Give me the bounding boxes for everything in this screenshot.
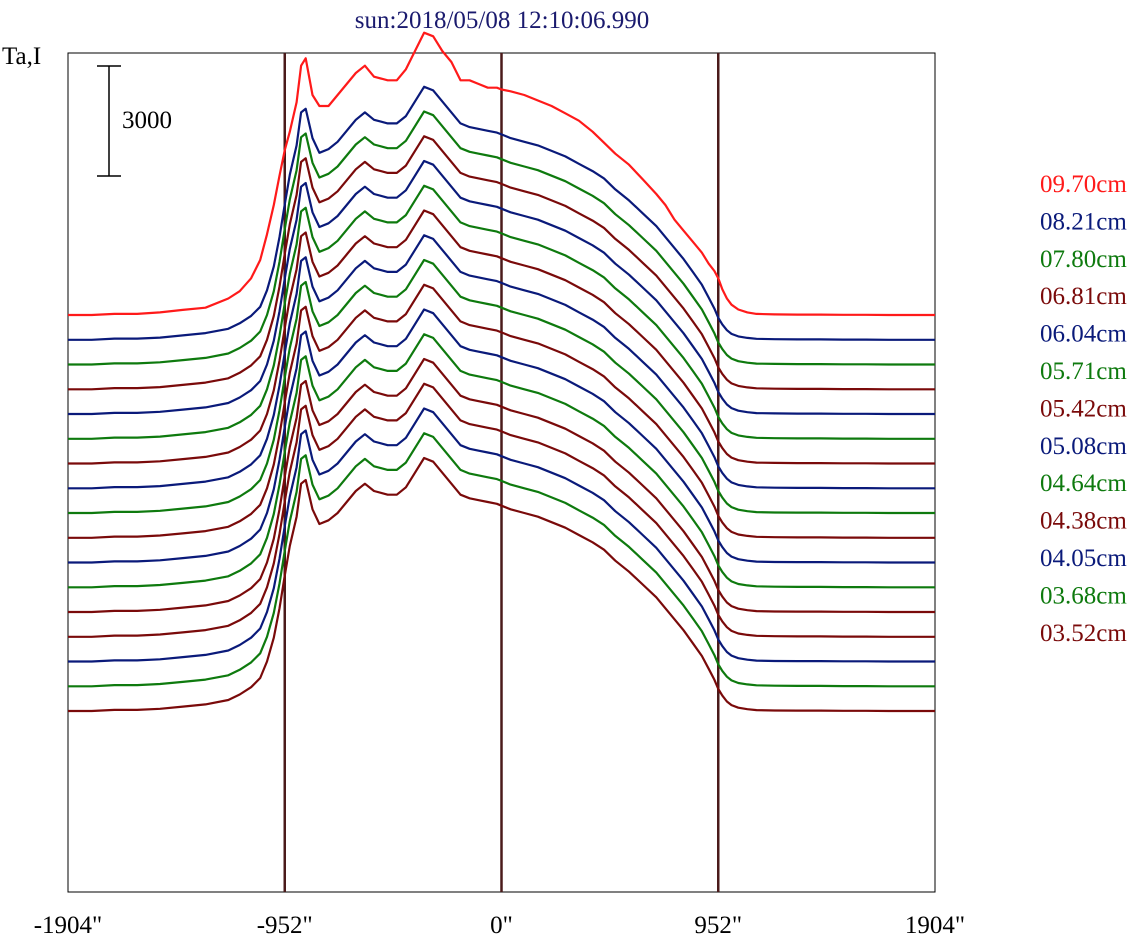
legend-entry: 06.81cm [1040, 283, 1127, 310]
series-line-7 [68, 234, 935, 490]
legend-entry: 03.52cm [1040, 620, 1127, 647]
series-line-16 [68, 456, 935, 713]
series-line-15 [68, 432, 935, 688]
chart-title: sun:2018/05/08 12:10:06.990 [355, 7, 649, 34]
legend-entry: 07.80cm [1040, 246, 1127, 273]
scale-bar: 3000 [97, 65, 172, 177]
legend-entry: 05.08cm [1040, 433, 1127, 460]
x-tick-label: 0" [490, 912, 513, 939]
legend-entry: 05.71cm [1040, 358, 1127, 385]
series-line-8 [68, 258, 935, 515]
series-line-6 [68, 209, 935, 465]
legend-entry: 04.64cm [1040, 470, 1127, 497]
x-tick-label: -1904" [34, 912, 103, 939]
legend-entry: 06.04cm [1040, 321, 1127, 348]
series-line-5 [68, 184, 935, 440]
series-line-13 [68, 382, 935, 638]
series-line-0 [68, 31, 935, 317]
legend-entry: 05.42cm [1040, 395, 1127, 422]
scale-bar-label: 3000 [122, 107, 172, 134]
series-line-11 [68, 333, 935, 589]
series-line-12 [68, 357, 935, 614]
series-line-14 [68, 407, 935, 663]
series-line-10 [68, 308, 935, 564]
legend-entry: 08.21cm [1040, 208, 1127, 235]
legend-entry: 04.38cm [1040, 508, 1127, 535]
series-line-4 [68, 159, 935, 416]
legend-entry: 04.05cm [1040, 545, 1127, 572]
legend: 09.70cm 08.21cm 07.80cm 06.81cm 06.04cm 05.71… [1040, 171, 1127, 647]
series-line-3 [68, 135, 935, 391]
series-line-1 [68, 85, 935, 341]
series-line-2 [68, 110, 935, 366]
x-tick-label: 1904" [905, 912, 965, 939]
legend-entry: 03.68cm [1040, 582, 1127, 609]
x-tick-label: -952" [257, 912, 313, 939]
legend-entry: 09.70cm [1040, 171, 1127, 198]
series-line-9 [68, 283, 935, 539]
y-axis-label: Ta,I [2, 43, 41, 70]
x-tick-label: 952" [694, 912, 742, 939]
x-tick-labels: -1904" -952" 0" 952" 1904" [34, 912, 965, 939]
series-lines [68, 31, 935, 713]
